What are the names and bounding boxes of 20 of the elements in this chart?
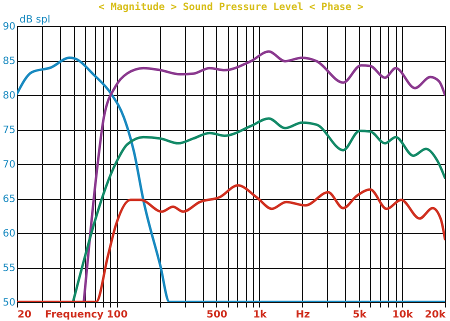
- y-tick-label: 80: [2, 90, 16, 102]
- chart-title: < Magnitude > Sound Pressure Level < Phase >: [98, 1, 364, 13]
- y-tick-label: 90: [2, 22, 16, 32]
- y-tick-label: 75: [2, 125, 16, 136]
- x-tick-label: 100: [106, 310, 128, 320]
- y-tick-label: 65: [2, 194, 16, 205]
- x-tick-label: 500: [206, 310, 228, 320]
- y-tick-label: 50: [2, 298, 16, 308]
- y-tick-label: 55: [2, 263, 16, 274]
- y-axis-title: dB spl: [20, 14, 50, 26]
- x-tick-label: 20: [18, 310, 32, 320]
- x-tick-label: 1k: [253, 310, 268, 320]
- x-tick-label: Hz: [296, 310, 310, 320]
- x-tick-label: Frequency: [45, 310, 104, 320]
- x-tick-label: 20k: [424, 310, 446, 320]
- y-tick-label: 85: [2, 56, 16, 67]
- y-tick-label: 70: [2, 160, 16, 170]
- x-tick-label: 10k: [392, 310, 414, 320]
- x-tick-label: 5k: [352, 310, 367, 320]
- y-tick-label: 60: [2, 228, 16, 240]
